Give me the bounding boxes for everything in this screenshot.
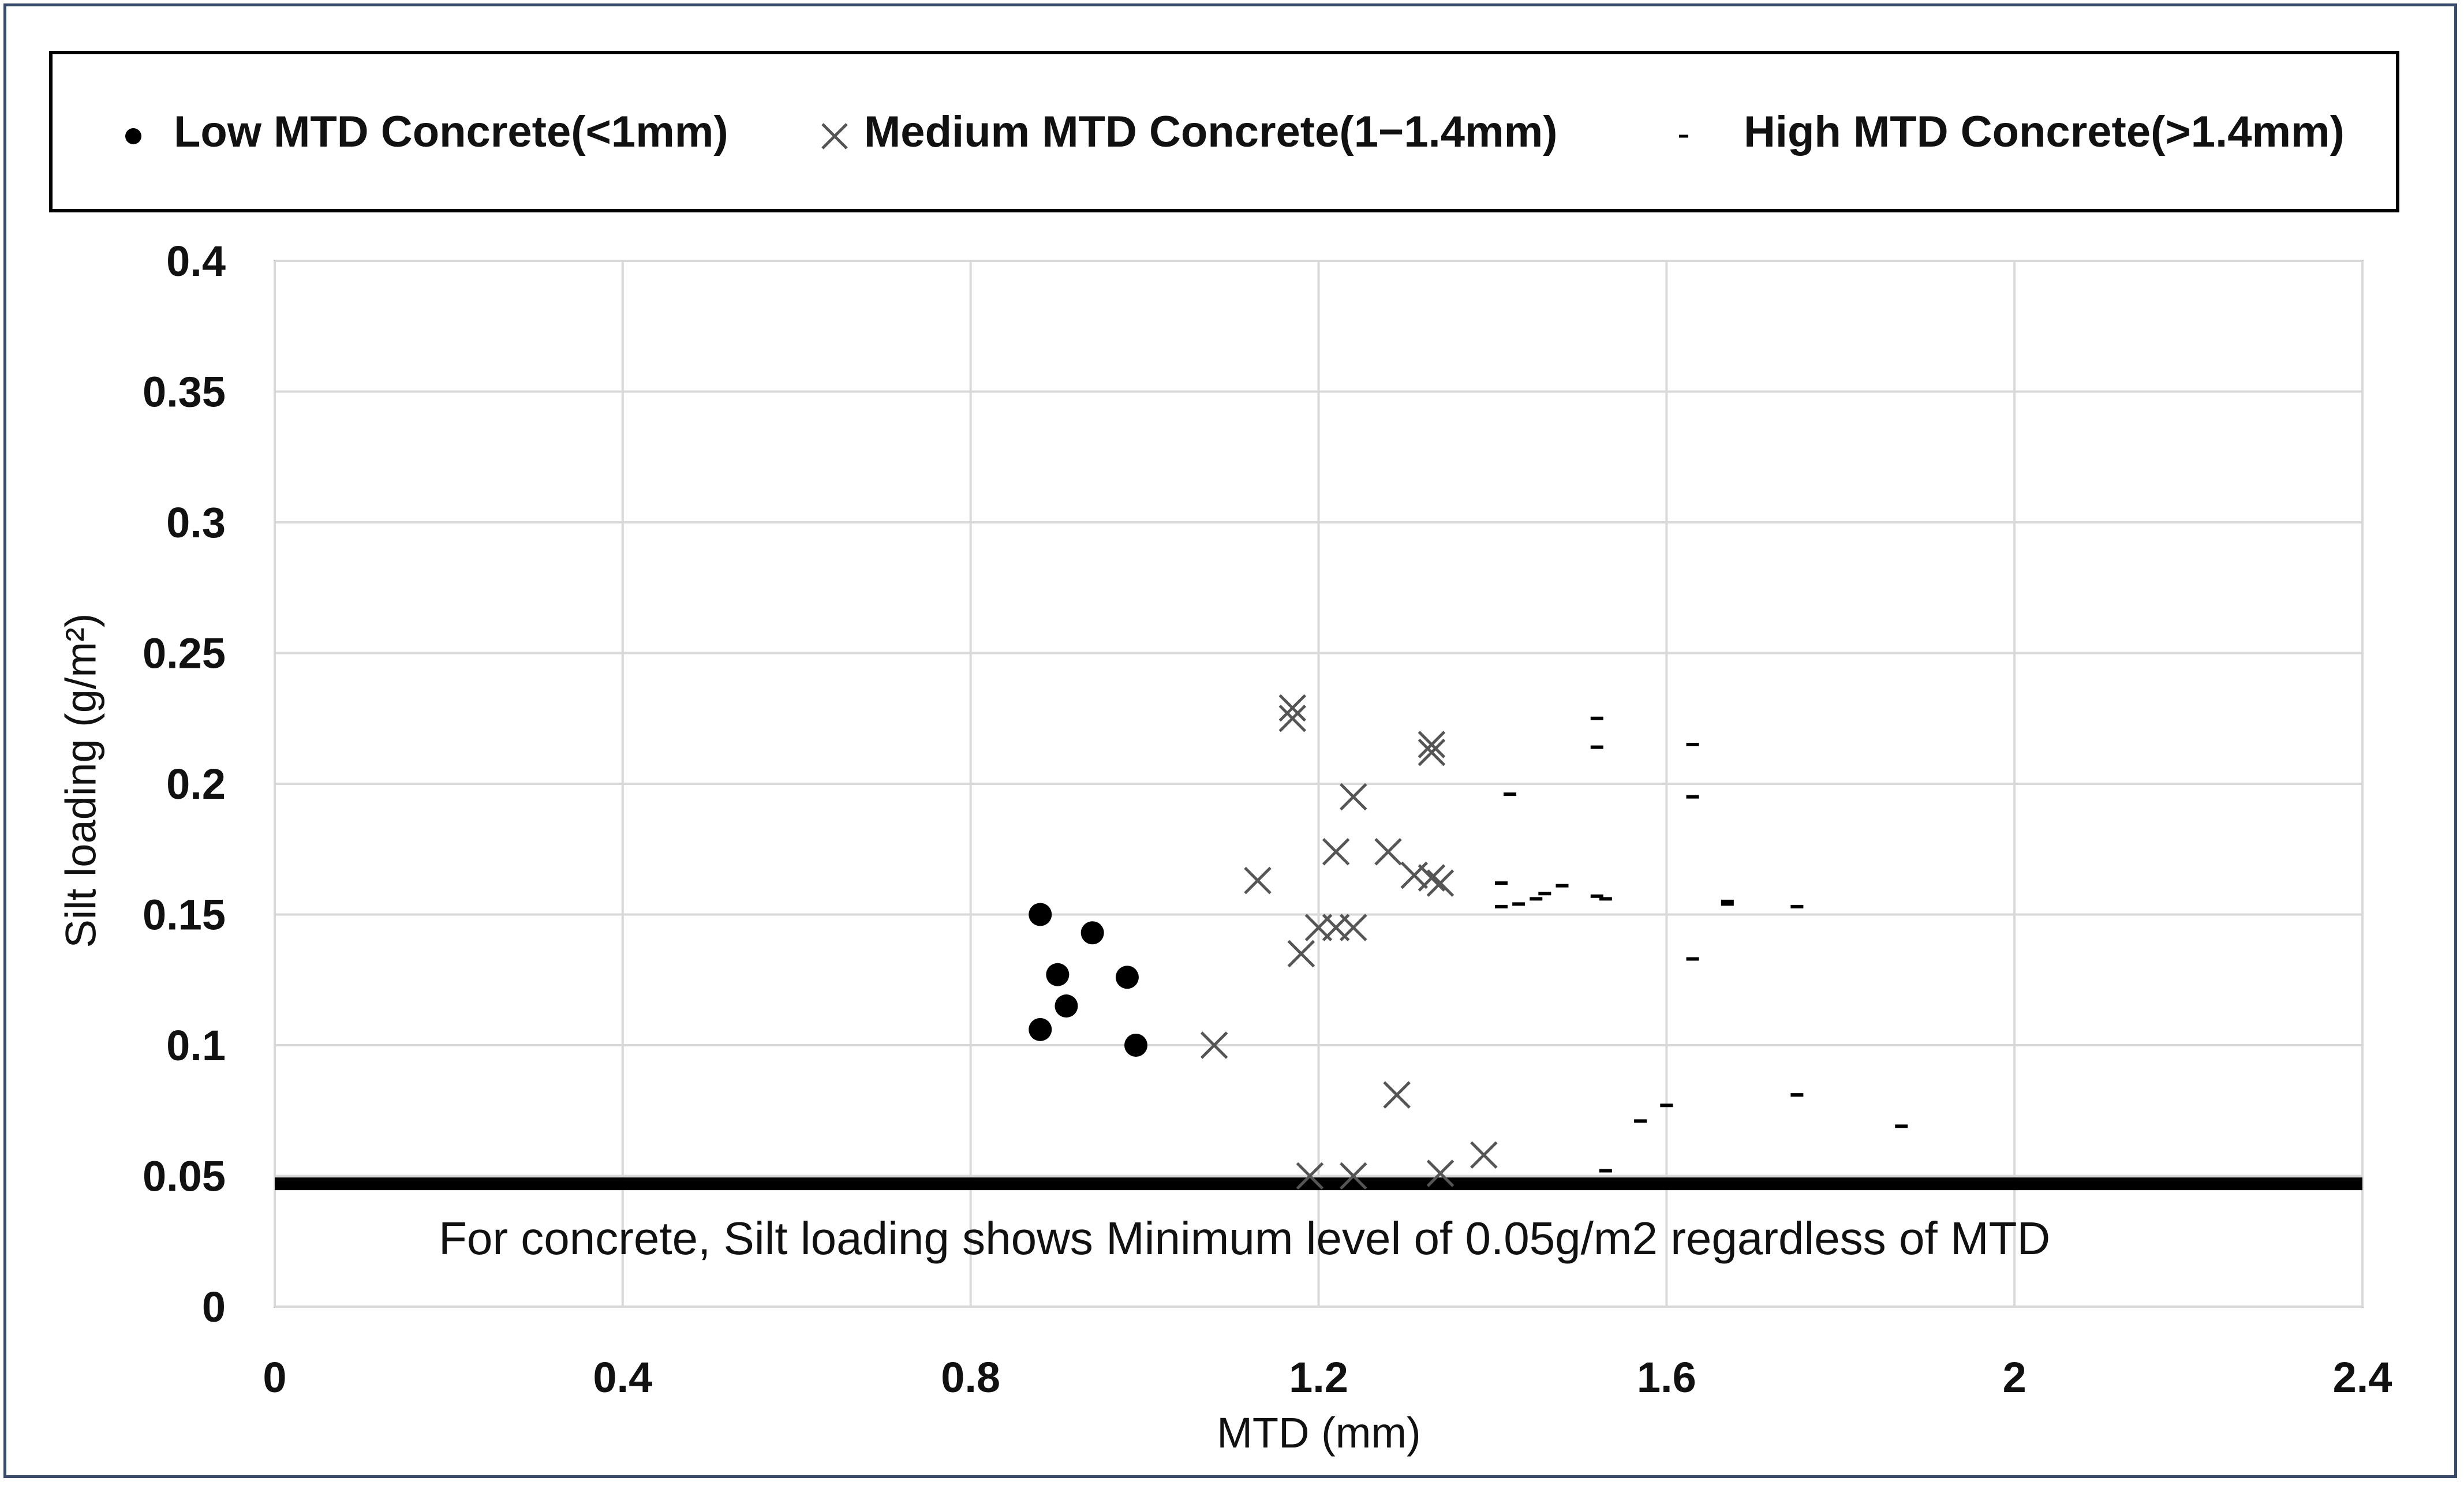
medium-mtd-point xyxy=(1296,1162,1324,1190)
x-tick-label: 0 xyxy=(263,1353,286,1401)
medium-mtd-point xyxy=(1426,1159,1455,1187)
grid-lines xyxy=(274,260,2364,1308)
x-axis-label: MTD (mm) xyxy=(1217,1409,1421,1457)
x-tick-label: 0.8 xyxy=(941,1353,1000,1401)
medium-mtd-point xyxy=(1383,1081,1411,1109)
medium-mtd-point xyxy=(1244,866,1272,895)
y-tick-label: 0.2 xyxy=(166,760,226,808)
low-mtd-point xyxy=(1124,1034,1148,1057)
low-mtd-point xyxy=(1029,1018,1052,1041)
medium-mtd-point xyxy=(1470,1141,1498,1169)
medium-mtd-point xyxy=(1426,869,1455,897)
x-tick-label: 1.2 xyxy=(1289,1353,1348,1401)
y-tick-label: 0.4 xyxy=(166,237,226,285)
legend-dash-icon xyxy=(1679,134,1688,138)
y-axis-ticks: 0 0.05 0.1 0.15 0.2 0.25 0.3 0.35 0.4 xyxy=(143,237,226,1331)
x-tick-label: 2.4 xyxy=(2333,1353,2392,1401)
medium-mtd-point xyxy=(1418,864,1446,892)
y-tick-label: 0 xyxy=(202,1283,226,1331)
low-mtd-point xyxy=(1080,921,1104,945)
legend-label-low: Low MTD Concrete(<1mm) xyxy=(174,107,728,156)
medium-mtd-point xyxy=(1340,783,1367,811)
x-tick-label: 2 xyxy=(2003,1353,2026,1401)
medium-mtd-point xyxy=(1418,731,1446,758)
legend-item-medium: Medium MTD Concrete(1−1.4mm) xyxy=(814,54,1557,209)
medium-mtd-point xyxy=(1278,694,1307,722)
y-tick-label: 0.35 xyxy=(143,368,226,416)
x-axis-ticks: 0 0.4 0.8 1.2 1.6 2 2.4 xyxy=(263,1353,2392,1401)
medium-mtd-point xyxy=(1200,1031,1228,1059)
minimum-level-annotation: For concrete, Silt loading shows Minimum… xyxy=(439,1213,2051,1264)
y-tick-label: 0.05 xyxy=(143,1153,226,1200)
data-points xyxy=(1029,694,1908,1190)
y-tick-label: 0.15 xyxy=(143,891,226,939)
medium-mtd-point xyxy=(1278,704,1307,732)
low-mtd-point xyxy=(1029,903,1052,926)
x-tick-label: 0.4 xyxy=(593,1353,652,1401)
medium-mtd-point xyxy=(1340,914,1367,941)
low-mtd-point xyxy=(1046,963,1070,986)
legend-label-medium: Medium MTD Concrete(1−1.4mm) xyxy=(864,107,1558,156)
low-mtd-point xyxy=(1115,966,1139,989)
legend-circle-icon xyxy=(125,128,141,144)
medium-mtd-point xyxy=(1400,861,1429,889)
figure-frame xyxy=(3,3,2457,1478)
y-tick-label: 0.25 xyxy=(143,630,226,678)
medium-mtd-point xyxy=(1418,738,1446,766)
medium-mtd-point xyxy=(1287,940,1315,968)
legend-x-icon xyxy=(821,123,848,149)
low-mtd-point xyxy=(1055,994,1078,1018)
y-tick-label: 0.3 xyxy=(166,499,226,547)
legend-label-high: High MTD Concrete(>1.4mm) xyxy=(1744,107,2345,156)
y-axis-label: Silt loading (g/m²) xyxy=(57,613,105,948)
medium-mtd-point xyxy=(1340,1162,1367,1190)
legend-item-low: Low MTD Concrete(<1mm) xyxy=(116,54,728,209)
medium-mtd-point xyxy=(1374,838,1402,866)
legend-item-high: High MTD Concrete(>1.4mm) xyxy=(1669,54,2345,209)
y-tick-label: 0.1 xyxy=(166,1022,226,1069)
x-tick-label: 1.6 xyxy=(1637,1353,1696,1401)
medium-mtd-point xyxy=(1322,838,1350,866)
legend: Low MTD Concrete(<1mm) Medium MTD Concre… xyxy=(49,51,2399,212)
